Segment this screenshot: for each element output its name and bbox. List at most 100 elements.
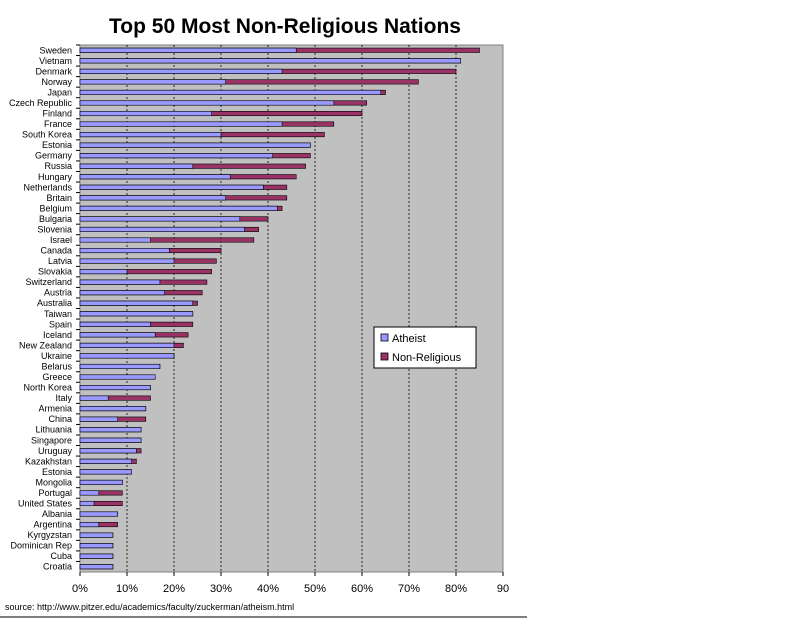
bar-atheist [79, 153, 273, 159]
category-label: Dominican Rep [10, 541, 72, 551]
category-label: Switzerland [25, 277, 72, 287]
category-label: Croatia [43, 562, 72, 572]
bar-atheist [79, 321, 151, 327]
category-label: Spain [49, 319, 72, 329]
bar-atheist [79, 479, 123, 485]
bar-atheist [79, 385, 151, 391]
bar-atheist [79, 553, 114, 559]
bar-atheist [79, 68, 283, 74]
x-tick-label: 20% [163, 583, 185, 595]
category-label: Ukraine [41, 351, 72, 361]
category-label: Belarus [41, 361, 72, 371]
bar-atheist [79, 342, 175, 348]
legend-box [373, 326, 477, 369]
bar-atheist [79, 110, 212, 117]
category-label: Finland [42, 109, 72, 119]
category-label: France [44, 119, 72, 129]
category-label: Argentina [33, 520, 72, 530]
bar-atheist [79, 195, 226, 201]
category-label: Austria [44, 288, 72, 298]
bar-atheist [79, 163, 194, 169]
bar-atheist [79, 511, 118, 517]
chart-title: Top 50 Most Non-Religious Nations [109, 15, 461, 38]
category-label: Slovenia [37, 224, 72, 234]
bar-atheist [79, 237, 151, 243]
x-tick-label: 30% [210, 583, 232, 595]
category-label: Japan [47, 87, 72, 97]
category-label: Czech Republic [9, 98, 73, 108]
bar-atheist [79, 279, 161, 285]
x-axis: 0% 10% 20% 30% 40% 50% 60% 70% 80% 90 [72, 572, 509, 595]
legend-swatch-atheist [380, 333, 389, 342]
bar-atheist [79, 332, 156, 338]
category-label: Italy [55, 393, 72, 403]
bar-atheist [79, 205, 278, 211]
legend-label-atheist: Atheist [392, 333, 426, 345]
bar-atheist [79, 216, 241, 222]
bar-atheist [79, 395, 109, 401]
bar-atheist [79, 416, 118, 422]
bar-atheist [79, 437, 142, 443]
category-label: Uruguay [38, 446, 73, 456]
category-label: Russia [44, 161, 72, 171]
x-tick-label: 50% [304, 583, 326, 595]
bar-atheist [79, 500, 95, 507]
bar-atheist [79, 522, 100, 528]
category-label: North Korea [23, 383, 72, 393]
bar-atheist [79, 174, 231, 180]
x-tick-label: 10% [116, 583, 138, 595]
category-label: Armenia [38, 404, 72, 414]
bar-atheist [79, 363, 161, 369]
category-label: Taiwan [44, 309, 72, 319]
category-label: New Zealand [19, 340, 72, 350]
category-label: Greece [42, 372, 72, 382]
category-label: Cuba [50, 551, 72, 561]
bar-atheist [79, 300, 194, 306]
legend-swatch-non-religious [380, 352, 389, 361]
category-label: Norway [41, 77, 72, 87]
bar-atheist [79, 374, 156, 380]
category-label: Lithuania [35, 425, 72, 435]
category-label: Slovakia [38, 267, 72, 277]
category-label: Kazakhstan [25, 456, 72, 466]
x-tick-label: 40% [257, 583, 279, 595]
legend: Atheist Non-Religious [373, 326, 477, 369]
x-tick-label: 0% [72, 583, 88, 595]
bar-atheist [79, 100, 335, 106]
source-note: source: http://www.pitzer.edu/academics/… [5, 602, 294, 612]
bar-atheist [79, 290, 165, 296]
bars [79, 47, 480, 570]
legend-label-non-religious: Non-Religious [392, 352, 462, 364]
category-label: United States [18, 498, 73, 508]
bar-atheist [79, 58, 462, 64]
bar-atheist [79, 532, 114, 538]
bar-atheist [79, 543, 114, 549]
bar-atheist [79, 47, 297, 53]
bar-atheist [79, 248, 170, 254]
category-label: South Korea [22, 130, 72, 140]
bar-atheist [79, 564, 114, 570]
category-label: Iceland [43, 330, 72, 340]
bar-atheist [79, 458, 133, 464]
bar-atheist [79, 89, 382, 95]
category-label: Israel [50, 235, 72, 245]
bar-atheist [79, 469, 133, 475]
bar-atheist [79, 448, 137, 454]
category-label: China [48, 414, 72, 424]
category-label: Estonia [42, 140, 72, 150]
category-label: Denmark [35, 66, 72, 76]
category-label: Vietnam [39, 56, 72, 66]
bar-atheist [79, 427, 142, 433]
category-label: Britain [46, 193, 72, 203]
category-label: Hungary [38, 172, 73, 182]
bar-atheist [79, 258, 175, 264]
bar-atheist [79, 79, 226, 85]
x-tick-label: 80% [445, 583, 467, 595]
x-tick-label: 90 [497, 583, 509, 595]
category-label: Canada [40, 246, 72, 256]
category-label: Germany [35, 151, 73, 161]
category-label: Singapore [31, 435, 72, 445]
category-label: Netherlands [23, 182, 72, 192]
